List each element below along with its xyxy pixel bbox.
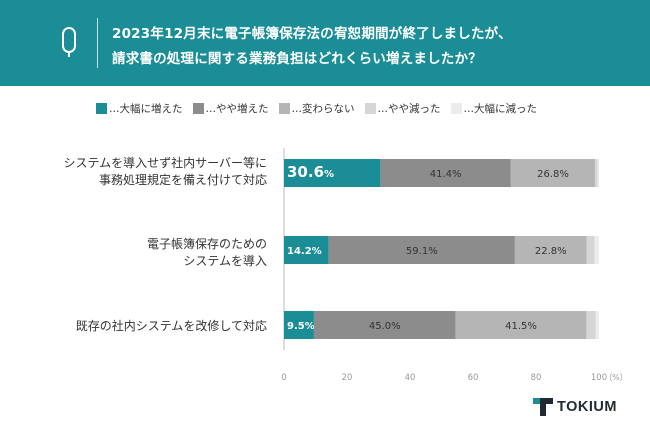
bar-segment [586, 236, 595, 264]
category-label-system-modified: 既存の社内システムを改修して対応 [75, 319, 267, 333]
bar-segment [284, 159, 381, 187]
legend-item: …大幅に減った [450, 101, 538, 116]
header-banner: 2023年12月末に電子帳簿保存法の宥恕期間が終了しましたが、 請求書の処理に関… [0, 0, 650, 86]
bar-segment [595, 159, 598, 187]
bar-segment [586, 311, 596, 339]
x-tick-label: 100 [591, 373, 607, 383]
bar-segment [380, 159, 511, 187]
bar-segment [514, 236, 587, 264]
bar-segment [594, 236, 599, 264]
bar-segment [284, 236, 329, 264]
legend-item: …変わらない [278, 101, 355, 116]
legend-swatch [450, 102, 462, 114]
legend-swatch [278, 102, 290, 114]
tokium-logo-text: TOKIUM [557, 399, 617, 415]
bar-segment [455, 311, 587, 339]
data-label: 9.5% [287, 321, 315, 332]
question-title-line-2: 請求書の処理に関する業務負担はどれくらい増えましたか？ [112, 51, 482, 67]
data-label: 26.8% [537, 169, 569, 180]
data-label: 22.8% [535, 246, 567, 257]
bar-segment [510, 159, 596, 187]
data-label: 30.6% [287, 163, 334, 181]
legend-item: …やや減った [364, 101, 441, 116]
category-label-system-introduced: 電子帳簿保存のための システムを導入 [146, 237, 267, 268]
data-label: 45.0% [369, 321, 401, 332]
legend-swatch [96, 102, 107, 114]
question-mark-icon [62, 27, 76, 57]
tokium-logo: TOKIUM [533, 398, 617, 416]
question-title-line-1: 2023年12月末に電子帳簿保存法の宥恕期間が終了しましたが、 [112, 26, 512, 42]
bar-segment [595, 311, 599, 339]
x-tick-label: 40 [405, 373, 416, 383]
x-tick-label: 80 [531, 373, 542, 383]
bar-segment [313, 311, 456, 339]
legend-swatch [192, 102, 204, 114]
x-tick-label: 20 [342, 373, 353, 383]
data-label: 14.2% [287, 246, 322, 257]
legend-label: …やや減った [377, 102, 441, 115]
x-tick-label: 0 [281, 373, 286, 383]
data-label: 41.4% [430, 169, 462, 180]
legend-label: …変わらない [291, 102, 355, 115]
legend-item: …大幅に増えた [96, 101, 183, 116]
x-tick-label: 60 [468, 373, 479, 383]
x-axis-unit: （%） [604, 373, 628, 382]
legend-swatch [364, 102, 376, 114]
data-label: 59.1% [406, 246, 438, 257]
header-divider [97, 18, 98, 68]
data-label: 41.5% [505, 321, 537, 332]
bar-segment [328, 236, 515, 264]
legend-item: …やや増えた [192, 101, 269, 116]
legend-label: …大幅に減った [463, 102, 538, 115]
legend-label: …大幅に増えた [109, 102, 183, 115]
bar-segment [284, 311, 314, 339]
bar-segment [597, 159, 599, 187]
tokium-logo-icon [533, 398, 553, 416]
category-label-no-system: システムを導入せず社内サーバー等に 事務処理規定を備え付けて対応 [63, 156, 267, 187]
chart-legend: …大幅に増えた …やや増えた …変わらない …やや減った …大幅に減った [96, 101, 547, 115]
legend-label: …やや増えた [205, 102, 269, 115]
